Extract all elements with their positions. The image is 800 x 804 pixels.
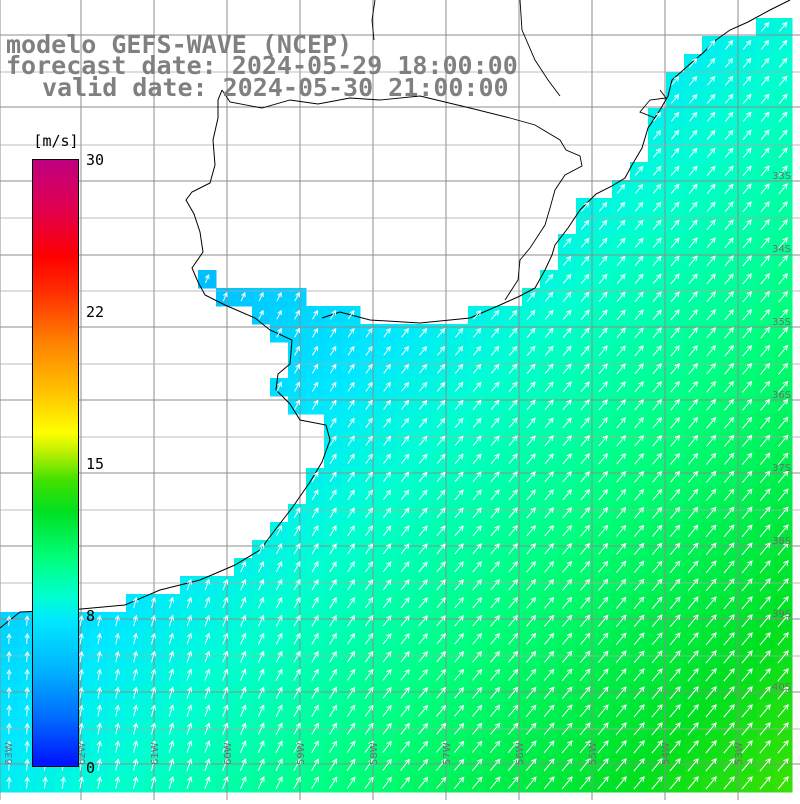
lon-label: 57W [442, 742, 453, 765]
lon-label: 55W [588, 742, 599, 765]
lat-label: 37S [772, 463, 791, 474]
lon-label: 56W [515, 742, 526, 765]
lon-label: 54W [661, 742, 672, 765]
lon-label: 63W [4, 742, 15, 765]
colorbar-tick-0: 0 [86, 759, 95, 777]
title-valid-date: valid date: 2024-05-30 21:00:00 [42, 75, 509, 100]
lon-label: 60W [223, 742, 234, 765]
colorbar-tick-15: 15 [86, 455, 104, 473]
lon-label: 58W [369, 742, 380, 765]
colorbar [32, 159, 79, 767]
lat-label: 39S [772, 609, 791, 620]
lat-label: 34S [772, 244, 791, 255]
colorbar-tick-30: 30 [86, 151, 104, 169]
lat-label: 33S [772, 171, 791, 182]
lon-label: 59W [296, 742, 307, 765]
colorbar-tick-8: 8 [86, 607, 95, 625]
lat-label: 35S [772, 317, 791, 328]
lon-label: 53W [734, 742, 745, 765]
lon-label: 61W [150, 742, 161, 765]
colorbar-unit: [m/s] [31, 132, 81, 150]
colorbar-tick-22: 22 [86, 303, 104, 321]
lat-label: 36S [772, 390, 791, 401]
lat-label: 38S [772, 536, 791, 547]
lat-label: 40S [772, 682, 791, 693]
